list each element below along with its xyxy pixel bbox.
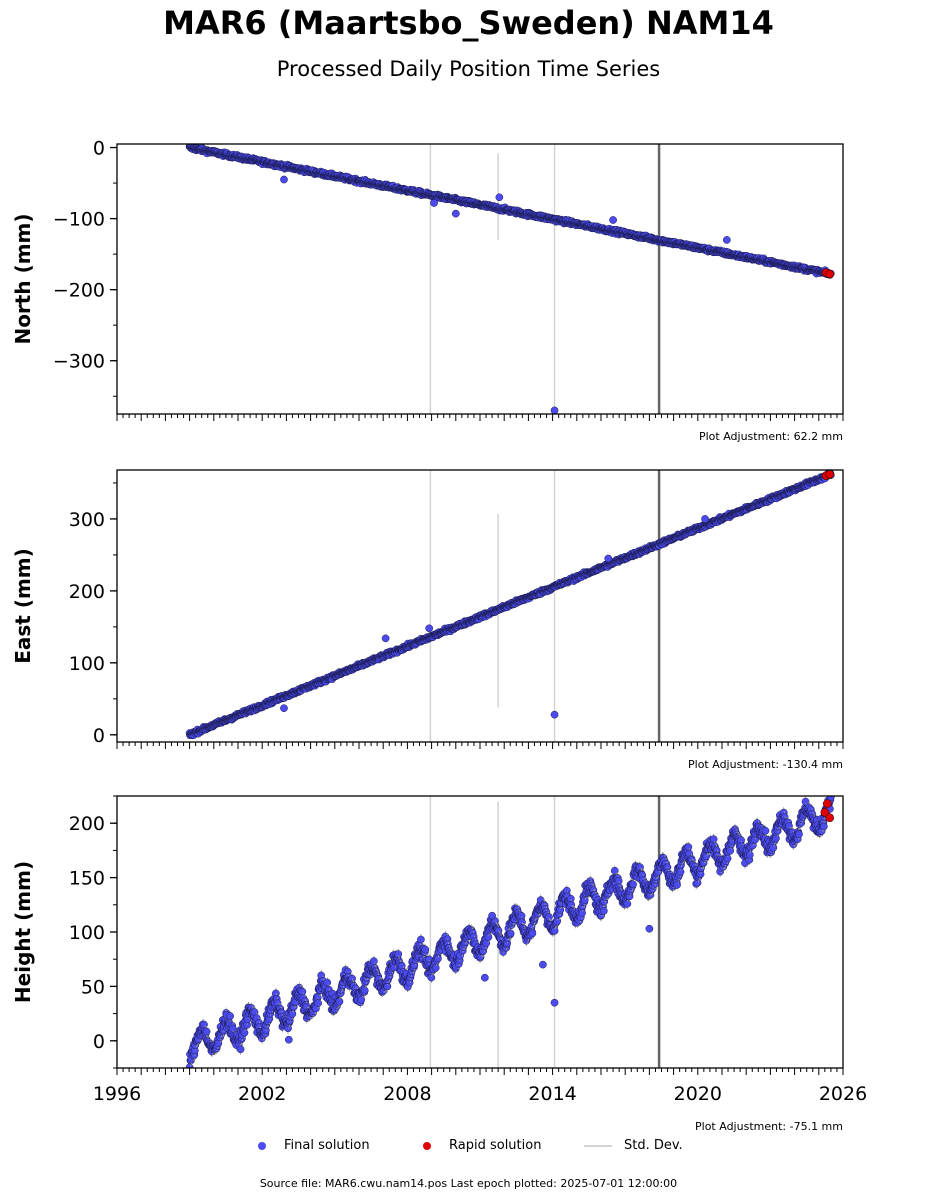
y-tick-label: 0: [93, 725, 105, 747]
final-point: [314, 999, 322, 1008]
final-point: [517, 911, 526, 920]
y-tick-label: −100: [53, 209, 105, 231]
chart-title: MAR6 (Maartsbo_Sweden) NAM14: [163, 4, 774, 42]
final-point: [528, 929, 537, 938]
outlier-point: [381, 634, 390, 643]
final-point: [545, 913, 553, 921]
outlier-point: [280, 704, 288, 713]
final-point: [357, 995, 366, 1004]
y-axis-title: North (mm): [11, 213, 35, 344]
y-tick-label: 200: [69, 581, 105, 603]
outlier-point: [604, 554, 613, 563]
y-tick-label: 0: [93, 138, 105, 160]
final-point: [202, 1027, 211, 1036]
rapid-point: [825, 470, 834, 479]
final-point: [394, 950, 403, 958]
final-point: [228, 1024, 237, 1033]
final-point: [506, 929, 515, 938]
final-point: [226, 1012, 234, 1020]
y-tick-label: 100: [69, 653, 105, 675]
final-series: [185, 144, 835, 279]
outlier-point: [609, 216, 617, 224]
plot-area: [185, 470, 835, 742]
outlier-point: [430, 199, 438, 207]
final-point: [360, 986, 369, 995]
outlier-point: [550, 710, 559, 719]
plot-adjustment-label: Plot Adjustment: -130.4 mm: [688, 758, 843, 771]
y-tick-label: −200: [53, 280, 105, 302]
final-series: [185, 796, 835, 1068]
final-point: [550, 926, 559, 935]
final-point: [484, 933, 493, 941]
outlier-point: [722, 236, 731, 244]
final-point: [298, 987, 307, 996]
final-point: [421, 945, 430, 954]
outlier-point: [425, 624, 434, 633]
plot-area: [185, 796, 835, 1068]
final-point: [431, 964, 440, 972]
final-point: [417, 935, 425, 944]
rapid-point: [825, 269, 834, 279]
final-point: [323, 978, 332, 987]
final-point: [370, 957, 378, 965]
final-point: [288, 1010, 297, 1018]
panel-1: 0 −100 −200 −300 North (mm) Plot Adjustment: …: [11, 138, 844, 443]
y-tick-label: −300: [53, 351, 105, 373]
y-tick-label: 300: [69, 509, 105, 531]
outlier-point: [280, 175, 288, 184]
outlier-point: [451, 209, 460, 218]
panel-frame: [116, 143, 844, 415]
panel-2: 0 100 200 300 East (mm) Plot Adjustment: -130…: [11, 469, 844, 771]
final-point: [335, 997, 344, 1006]
outlier-point: [701, 515, 709, 523]
outlier-point: [495, 193, 504, 202]
outlier-point: [550, 406, 559, 414]
final-series: [185, 470, 835, 740]
final-point: [236, 1045, 245, 1054]
plot-adjustment-label: Plot Adjustment: 62.2 mm: [699, 430, 843, 443]
chart-subtitle: Processed Daily Position Time Series: [276, 57, 661, 81]
plot-area: [185, 144, 835, 414]
y-axis-title: East (mm): [11, 548, 35, 664]
